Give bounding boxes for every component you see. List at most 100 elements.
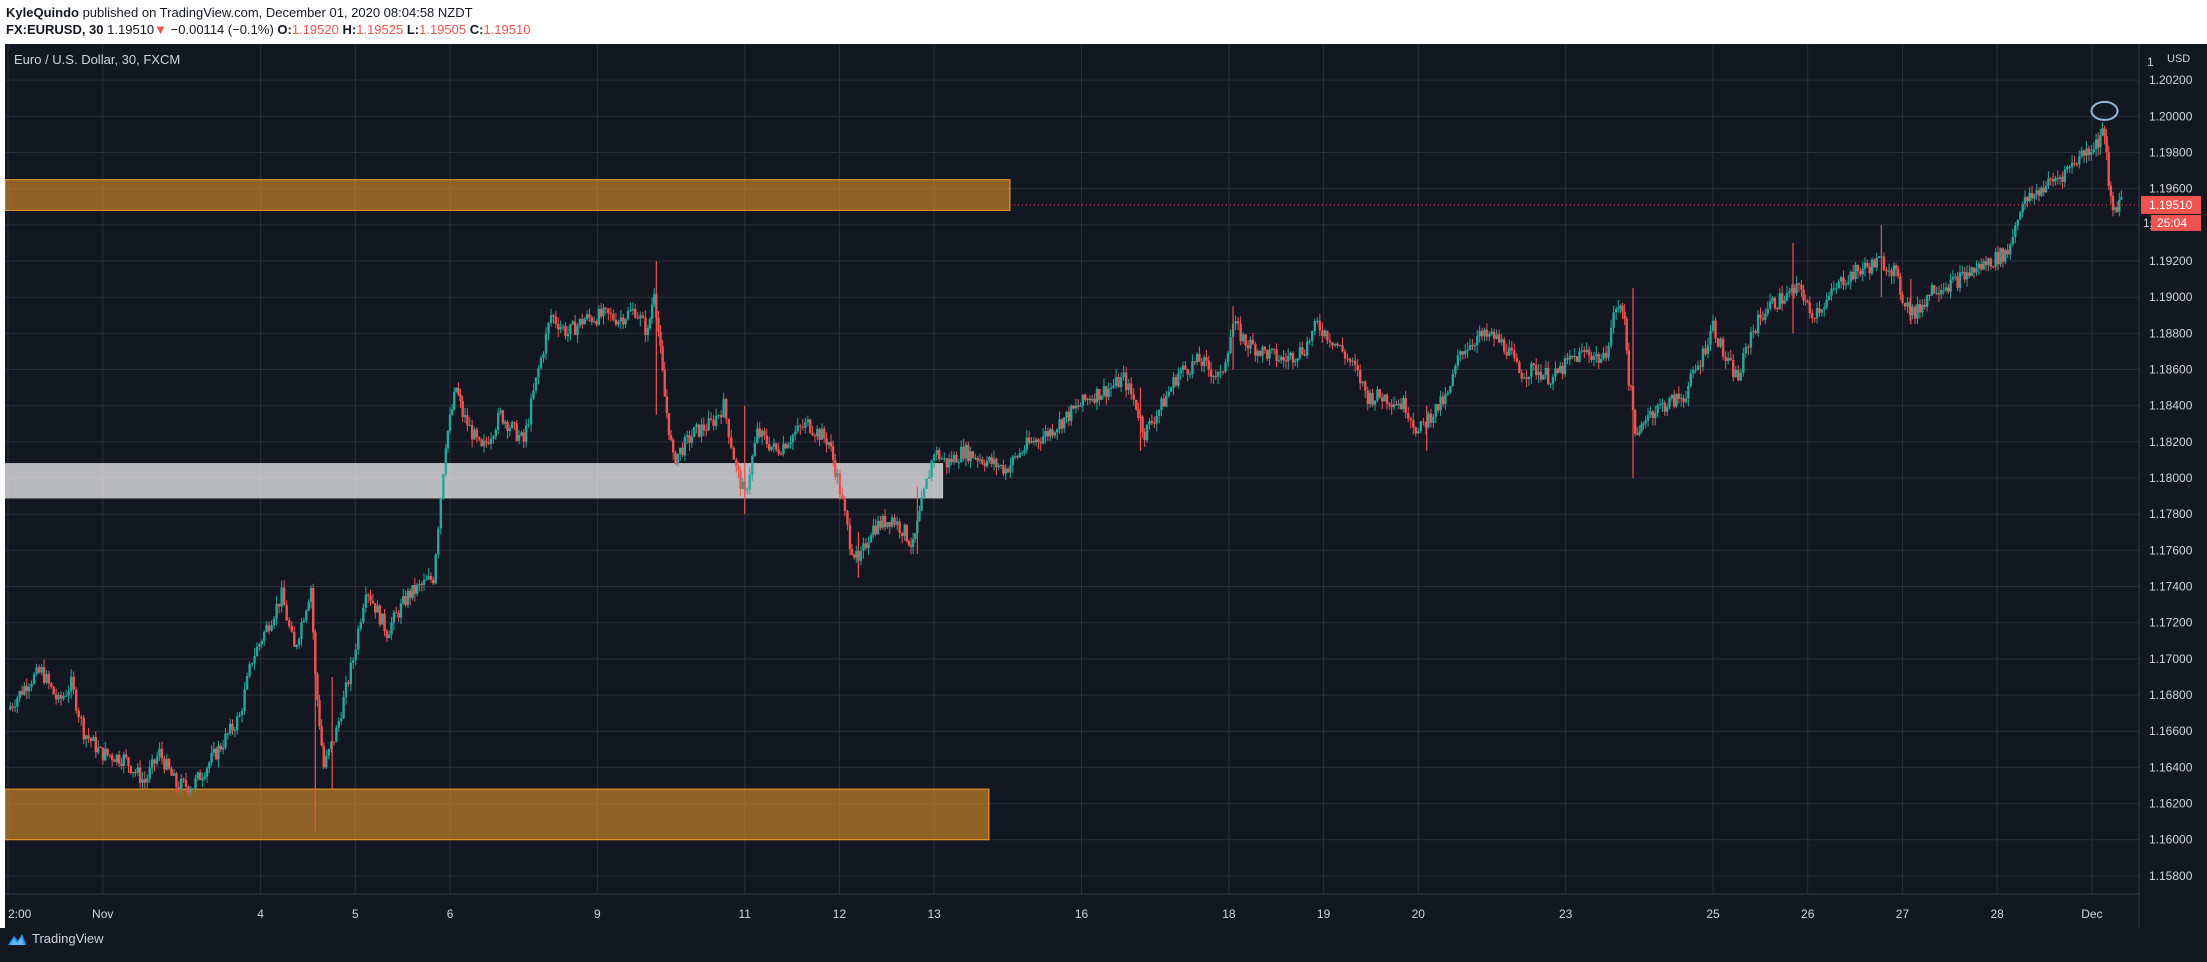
candle-body: [1013, 456, 1017, 458]
candle-body: [1328, 340, 1332, 343]
candle-body: [1502, 339, 1506, 352]
candle-body: [1407, 412, 1410, 419]
candle-body: [1868, 266, 1871, 274]
candle-body: [364, 594, 368, 608]
candle-body: [1554, 368, 1557, 377]
candle-body: [475, 429, 479, 438]
candle-body: [1018, 452, 1021, 458]
candle-body: [1599, 359, 1603, 363]
candle-body: [898, 521, 901, 533]
x-tick-label: 5: [352, 907, 359, 921]
candle-body: [2004, 250, 2007, 263]
current-price-label: 1.19510: [2149, 198, 2193, 212]
candle-body: [108, 754, 112, 756]
candle-body: [30, 683, 33, 687]
candle-body: [1719, 338, 1722, 347]
candle-body: [1729, 357, 1732, 360]
candle-body: [1323, 330, 1327, 336]
candle-body: [1800, 284, 1803, 290]
candle-body: [1207, 360, 1210, 370]
candle-body: [1209, 369, 1213, 377]
candle-body: [1258, 350, 1262, 356]
candle-body: [1249, 339, 1252, 349]
candle-body: [1500, 339, 1503, 343]
candle-body: [23, 686, 26, 695]
symbol-info: FX:EURUSD, 30 1.19510▼ −0.00114 (−0.1%) …: [6, 22, 530, 37]
candle-body: [288, 620, 291, 627]
candle-body: [1711, 320, 1715, 331]
candle-body: [1522, 377, 1526, 379]
candle-body: [1842, 277, 1845, 286]
candle-body: [1890, 270, 1893, 276]
candle-body: [376, 605, 379, 613]
x-tick-label: 20: [1412, 907, 1426, 921]
candle-body: [2115, 207, 2119, 212]
candle-body: [37, 667, 41, 673]
chart-legend[interactable]: Euro / U.S. Dollar, 30, FXCM: [14, 52, 181, 67]
candle-body: [2085, 148, 2088, 156]
candle-body: [874, 525, 877, 535]
candle-body: [1191, 361, 1194, 374]
tradingview-brand[interactable]: TradingView: [8, 931, 104, 946]
candle-body: [1783, 300, 1786, 304]
candle-body: [697, 424, 701, 437]
currency-label: USD: [2167, 53, 2190, 65]
candle-body: [1422, 421, 1425, 423]
candle-body: [1947, 287, 1950, 292]
candle-body: [1764, 313, 1767, 320]
y-tick-label: 1.17000: [2149, 652, 2193, 666]
candle-body: [513, 422, 516, 424]
candle-body: [1544, 367, 1548, 376]
x-tick-label: 13: [927, 907, 941, 921]
candle-body: [1768, 301, 1772, 309]
candle-body: [829, 442, 833, 447]
candle-body: [1958, 272, 1962, 288]
candle-body: [2078, 156, 2081, 165]
price-chart[interactable]: 1.15800 1.16000 1.16200 1.16400 1.16600 1.168…: [5, 44, 2207, 962]
candle-body: [748, 474, 751, 490]
candle-body: [1086, 398, 1089, 401]
candle-body: [1818, 308, 1821, 313]
x-tick-label: 4: [257, 907, 264, 921]
candle-body: [104, 748, 107, 761]
candle-body: [2030, 192, 2034, 199]
candle-body: [1726, 357, 1730, 362]
candle-body: [806, 419, 810, 423]
chart-area[interactable]: 1.15800 1.16000 1.16200 1.16400 1.16600 1.168…: [5, 44, 2207, 962]
candle-body: [1559, 365, 1562, 373]
candle-body: [690, 437, 694, 443]
candle-body: [397, 612, 400, 618]
candle-body: [1490, 331, 1493, 335]
candle-body: [831, 446, 835, 461]
candle-body: [1483, 329, 1486, 337]
candle-body: [1229, 337, 1232, 354]
candle-body: [2056, 178, 2059, 180]
candle-body: [45, 674, 48, 683]
candle-body: [712, 419, 715, 426]
candle-body: [1811, 313, 1814, 318]
candle-body: [532, 390, 535, 399]
candle-body: [1961, 271, 1964, 273]
candle-body: [678, 447, 682, 454]
candle-body: [1854, 264, 1857, 280]
candle-body: [1761, 317, 1765, 320]
author-name[interactable]: KyleQuindo: [6, 5, 79, 20]
candle-body: [1825, 299, 1828, 308]
candle-body: [1348, 358, 1352, 362]
current-price-label-bg: [2141, 195, 2201, 214]
candle-body: [2087, 148, 2091, 155]
candle-body: [411, 584, 414, 599]
candle-body: [1696, 365, 1700, 371]
y-tick-label: 1.18000: [2149, 471, 2193, 485]
candle-body: [1351, 360, 1354, 362]
candle-body: [702, 424, 706, 431]
candle-body: [1808, 302, 1812, 314]
candle-body: [406, 590, 410, 605]
candle-body: [180, 778, 183, 790]
change-arrow-icon: ▼: [154, 22, 168, 37]
candle-body: [1887, 270, 1891, 272]
candle-body: [1885, 270, 1888, 272]
candle-body: [1928, 294, 1931, 296]
candle-body: [448, 414, 452, 431]
candle-body: [402, 596, 405, 604]
